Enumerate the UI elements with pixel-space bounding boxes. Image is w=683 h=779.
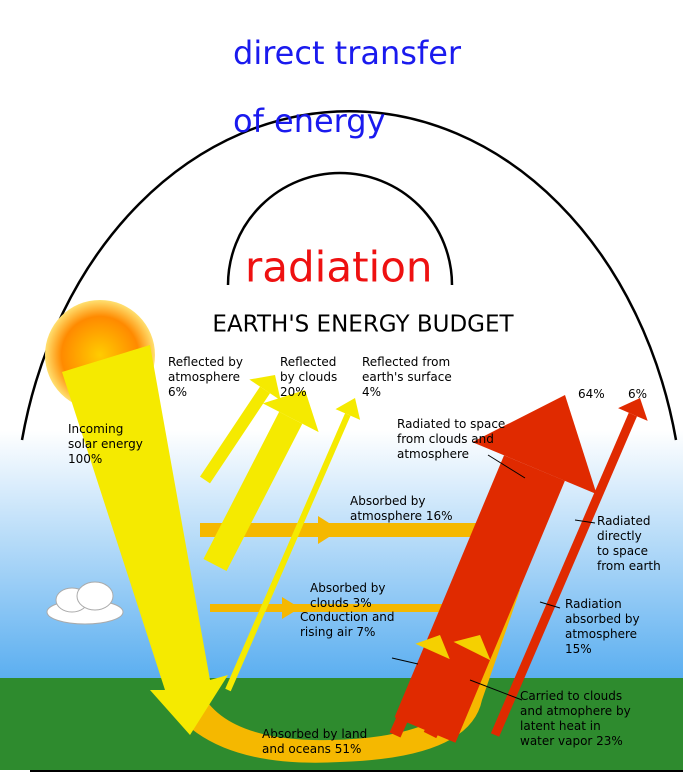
- leader: [574, 519, 596, 524]
- arrows: [62, 345, 648, 763]
- arrow-shaft: [490, 412, 638, 737]
- outer-arc: [20, 110, 678, 441]
- label-line: atmosphere 16%: [350, 509, 453, 523]
- label-line: 100%: [68, 452, 102, 466]
- label-line: Conduction and: [300, 610, 395, 624]
- label-line: to space: [597, 544, 648, 558]
- diagram-title: EARTH'S ENERGY BUDGET: [212, 312, 514, 338]
- label-line: atmosphere: [397, 447, 469, 461]
- incoming-solar: [62, 345, 228, 735]
- label-line: Radiation: [565, 597, 622, 611]
- label-line: Radiated to space: [397, 417, 505, 431]
- label-line: from clouds and: [397, 432, 494, 446]
- inner-arc: [226, 171, 454, 286]
- label-line: atmosphere: [565, 627, 637, 641]
- arrow-shaft: [394, 455, 565, 743]
- label-line: Reflected: [280, 355, 336, 369]
- label-line: 6%: [628, 387, 647, 401]
- label-line: clouds 3%: [310, 596, 372, 610]
- label-line: Reflected by: [168, 355, 243, 369]
- label-line: latent heat in: [520, 719, 601, 733]
- leader: [469, 679, 523, 701]
- leader: [539, 601, 561, 609]
- label-line: Incoming: [68, 422, 123, 436]
- radiation-heading: radiation: [245, 243, 433, 292]
- label-line: atmosphere: [168, 370, 240, 384]
- label-line: from earth: [597, 559, 661, 573]
- label-line: 64%: [578, 387, 605, 401]
- arrow-shaft: [225, 413, 351, 692]
- label-line: by clouds: [280, 370, 337, 384]
- label-line: Carried to clouds: [520, 689, 622, 703]
- label-line: and oceans 51%: [262, 742, 361, 756]
- label-line: earth's surface: [362, 370, 452, 384]
- heading-line: direct transfer: [233, 34, 462, 72]
- label-line: Absorbed by: [350, 494, 426, 508]
- label-line: water vapor 23%: [520, 734, 623, 748]
- arrow-head: [282, 597, 300, 619]
- arrow-shaft: [203, 411, 303, 571]
- arrow-shaft: [200, 386, 271, 484]
- heading-line: of energy: [233, 102, 386, 140]
- label-line: Radiated: [597, 514, 650, 528]
- arrow-head: [249, 375, 281, 401]
- arrow-head: [453, 635, 491, 661]
- label-line: Reflected from: [362, 355, 450, 369]
- arrow-head: [262, 390, 319, 433]
- label-line: 15%: [565, 642, 592, 656]
- label-line: 20%: [280, 385, 307, 399]
- label-line: and atmophere by: [520, 704, 631, 718]
- label-line: rising air 7%: [300, 625, 375, 639]
- label-line: Absorbed by: [310, 581, 386, 595]
- arrow-head: [318, 516, 340, 544]
- label-line: absorbed by: [565, 612, 640, 626]
- arrow-head: [415, 635, 450, 660]
- arrow-head: [472, 395, 597, 495]
- label-line: directly: [597, 529, 642, 543]
- label-line: solar energy: [68, 437, 143, 451]
- arrow-shaft: [423, 647, 479, 739]
- arrow-head: [335, 398, 361, 420]
- arrow-shaft: [389, 648, 439, 738]
- leader: [487, 454, 526, 479]
- label-line: 4%: [362, 385, 381, 399]
- arrow-head: [618, 398, 648, 421]
- cloud: [46, 581, 124, 625]
- label-line: Absorbed by land: [262, 727, 367, 741]
- label-line: 6%: [168, 385, 187, 399]
- leader: [391, 657, 419, 665]
